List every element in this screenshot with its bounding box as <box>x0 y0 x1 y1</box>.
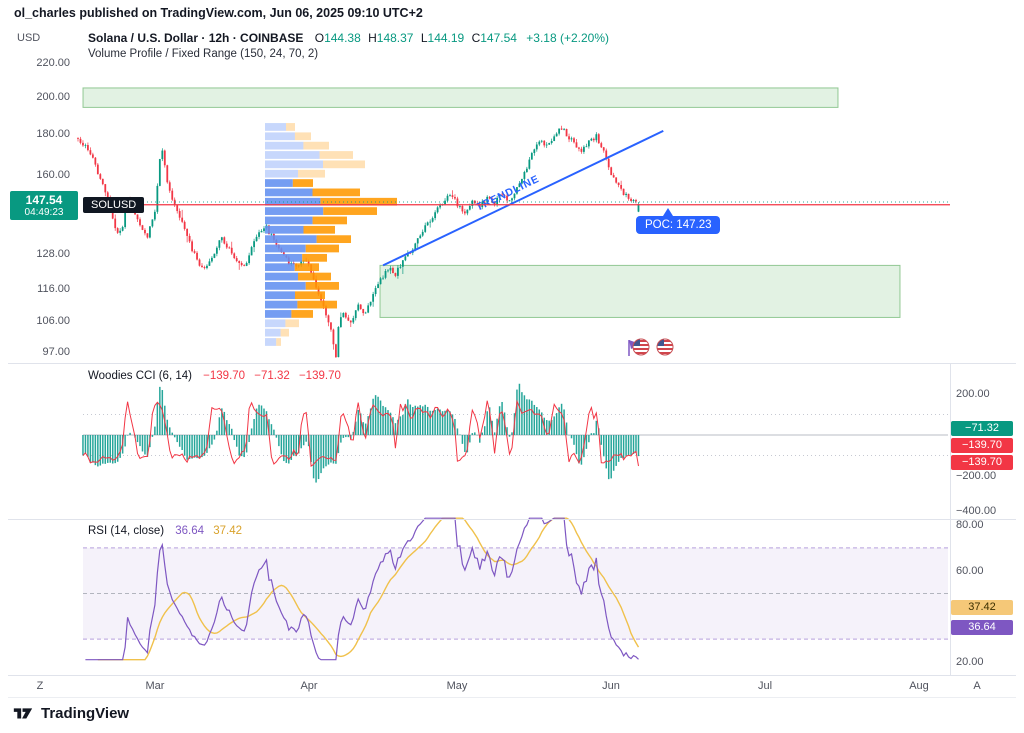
cci-status-line[interactable]: Woodies CCI (6, 14) −139.70 −71.32 −139.… <box>88 370 341 382</box>
publisher-username: ol_charles <box>14 6 76 20</box>
open-label: O <box>314 31 325 45</box>
rsi-tick-label: 60.00 <box>956 564 984 577</box>
symbol-title: Solana / U.S. Dollar · 12h · COINBASE <box>88 31 304 45</box>
time-axis-label: A <box>973 680 981 692</box>
publish-header: ol_charles published on TradingView.com,… <box>14 6 423 20</box>
poc-label-pointer <box>663 208 673 216</box>
chart-bottom-border <box>8 697 1016 698</box>
price-tick-label: 116.00 <box>37 282 70 295</box>
rsi-tick-label: 80.00 <box>956 519 984 531</box>
low-label: L <box>420 31 428 45</box>
supply-demand-zones[interactable] <box>82 87 901 318</box>
change-value: +3.18 (+2.20%) <box>526 31 610 45</box>
price-tick-label: 160.00 <box>36 169 70 182</box>
time-axis-label: Jun <box>602 680 620 692</box>
tradingview-brand-text: TradingView <box>41 704 130 722</box>
symbol-price-line-label: SOLUSD <box>83 197 145 213</box>
low-value: 144.19 <box>427 31 465 45</box>
volume-profile-title: Volume Profile / Fixed Range (150, 24, 7… <box>88 48 319 60</box>
price-tick-label: 128.00 <box>36 248 70 261</box>
close-value: 147.54 <box>480 31 517 45</box>
candlestick-series[interactable] <box>77 125 640 359</box>
rsi-status-line[interactable]: RSI (14, close) 36.64 37.42 <box>88 525 242 537</box>
cci-value-3: −139.70 <box>298 370 341 382</box>
tradingview-logo-icon <box>13 708 33 719</box>
current-price: 147.54 <box>25 193 63 207</box>
panel-separator-main-cci[interactable] <box>8 363 1016 364</box>
time-axis-separator <box>8 675 1016 676</box>
high-label: H <box>368 31 377 45</box>
bar-countdown: 04:49:23 <box>24 207 64 218</box>
symbol-status-line[interactable]: Solana / U.S. Dollar · 12h · COINBASE O1… <box>88 31 609 45</box>
cci-title: Woodies CCI (6, 14) <box>88 370 192 382</box>
flag-icons[interactable] <box>628 338 674 356</box>
rsi-value-badge: 36.64 <box>951 620 1013 635</box>
rsi-ma-value: 37.42 <box>213 525 243 537</box>
cci-tick-label: 200.00 <box>956 388 990 400</box>
cci-value-1: −139.70 <box>203 370 246 382</box>
volume-profile[interactable] <box>265 123 397 346</box>
price-scale-currency-button[interactable]: USD <box>17 32 41 44</box>
price-tick-label: 220.00 <box>36 57 70 69</box>
poc-label[interactable]: POC: 147.23 <box>636 216 721 234</box>
tradingview-footer[interactable]: TradingView <box>12 702 129 724</box>
price-tick-label: 97.00 <box>42 346 70 359</box>
time-axis-label: Z <box>36 680 44 692</box>
open-value: 144.38 <box>324 31 361 45</box>
rsi-value: 36.64 <box>175 525 205 537</box>
rsi-plot[interactable] <box>83 517 948 661</box>
rsi-tick-label: 20.00 <box>956 656 984 668</box>
time-axis-label: May <box>446 680 468 692</box>
panel-separator-cci-rsi[interactable] <box>8 519 1016 520</box>
volume-profile-status-line[interactable]: Volume Profile / Fixed Range (150, 24, 7… <box>88 48 318 60</box>
poc-price-lines[interactable] <box>83 201 950 206</box>
cci-value-badge: −139.70 <box>951 438 1013 453</box>
time-axis-label: Jul <box>757 680 773 692</box>
close-label: C <box>471 31 481 45</box>
cci-value-2: −71.32 <box>254 370 290 382</box>
price-tick-label: 180.00 <box>36 127 70 140</box>
rsi-value-badge: 37.42 <box>951 600 1013 615</box>
time-axis-label: Aug <box>909 680 929 692</box>
current-price-badge: 147.54 04:49:23 <box>10 191 78 220</box>
price-tick-label: 200.00 <box>36 90 70 103</box>
cci-value-badge: −139.70 <box>951 455 1013 470</box>
rsi-title: RSI (14, close) <box>88 525 165 537</box>
publish-info-text: published on TradingView.com, Jun 06, 20… <box>75 6 423 20</box>
right-scale-border <box>950 363 951 675</box>
cci-tick-label: −400.00 <box>956 505 997 517</box>
cci-value-badge: −71.32 <box>951 421 1013 436</box>
time-axis-label: Mar <box>145 680 165 692</box>
cci-tick-label: −200.00 <box>956 470 997 482</box>
time-axis-label: Apr <box>300 680 318 692</box>
high-value: 148.37 <box>376 31 414 45</box>
cci-plot[interactable] <box>82 383 948 483</box>
price-tick-label: 106.00 <box>36 314 70 327</box>
